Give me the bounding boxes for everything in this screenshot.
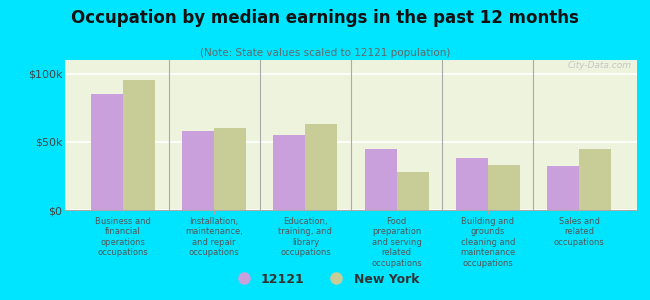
Bar <box>579 148 611 210</box>
Bar <box>488 165 520 210</box>
Legend: 12121, New York: 12121, New York <box>226 268 424 291</box>
Text: (Note: State values scaled to 12121 population): (Note: State values scaled to 12121 popu… <box>200 48 450 58</box>
Bar <box>365 148 396 210</box>
Bar <box>306 124 337 210</box>
Bar <box>182 131 214 210</box>
Bar <box>274 135 305 210</box>
Bar <box>547 167 579 210</box>
Bar <box>396 172 428 210</box>
Bar <box>123 80 155 210</box>
Bar <box>91 94 123 210</box>
Bar <box>456 158 488 210</box>
Text: Occupation by median earnings in the past 12 months: Occupation by median earnings in the pas… <box>71 9 579 27</box>
Bar <box>214 128 246 210</box>
Text: City-Data.com: City-Data.com <box>567 61 631 70</box>
